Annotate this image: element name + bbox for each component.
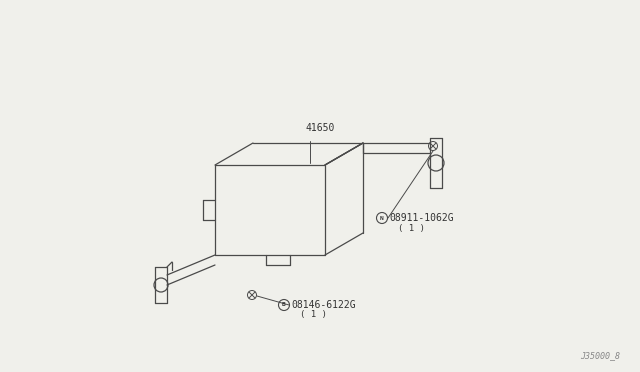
- Text: B: B: [282, 302, 286, 308]
- Text: 41650: 41650: [305, 123, 334, 133]
- Text: N: N: [380, 215, 384, 221]
- Text: 08146-6122G: 08146-6122G: [291, 300, 356, 310]
- Text: ( 1 ): ( 1 ): [300, 311, 327, 320]
- Text: J35000_8: J35000_8: [580, 351, 620, 360]
- Text: 08911-1062G: 08911-1062G: [389, 213, 454, 223]
- Text: ( 1 ): ( 1 ): [398, 224, 425, 232]
